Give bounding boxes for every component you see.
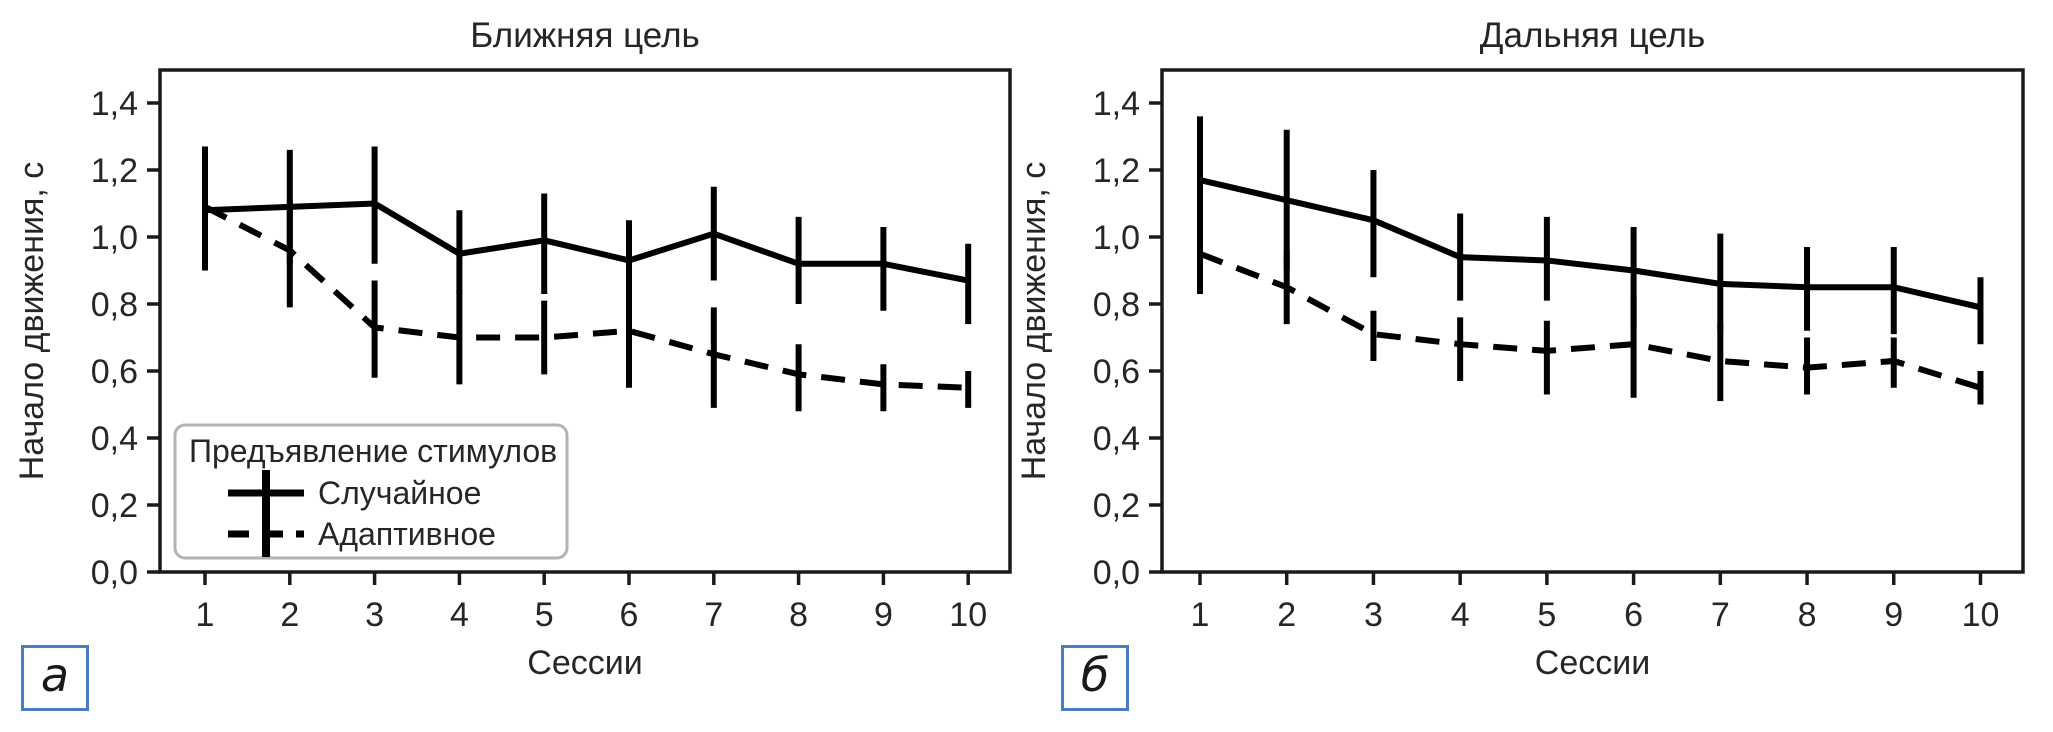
x-tick-label: 5	[535, 596, 554, 634]
series-line-solid	[204, 200, 969, 284]
y-axis-label: Начало движения, с	[13, 162, 51, 481]
x-tick-label: 1	[1191, 596, 1210, 634]
y-tick-label: 0,0	[1093, 554, 1140, 592]
y-tick-label: 1,4	[1093, 85, 1140, 123]
x-tick-label: 2	[1277, 596, 1296, 634]
x-tick-label: 3	[1364, 596, 1383, 634]
y-tick-label: 0,6	[1093, 353, 1140, 391]
x-tick-label: 1	[196, 596, 215, 634]
x-tick-label: 4	[1451, 596, 1470, 634]
x-tick-label: 4	[450, 596, 469, 634]
y-tick-label: 1,0	[91, 219, 138, 257]
legend: Предъявление стимулов Случайное Адаптивное	[173, 423, 569, 560]
x-axis-label: Сессии	[527, 644, 642, 682]
x-tick-label: 5	[1537, 596, 1556, 634]
x-tick-label: 6	[620, 596, 639, 634]
x-axis-label: Сессии	[1535, 644, 1650, 682]
legend-box	[173, 423, 569, 560]
legend-title: Предъявление стимулов	[189, 433, 557, 469]
x-tick-label: 10	[949, 596, 987, 634]
panel-0: 0,0 0,2 0,4 0,6 0,8 1,0 1,2 1,4 1 2 3 4 5 6 7 8 9 10 Ближн…	[13, 16, 1012, 682]
panel-label-a: а	[40, 648, 70, 702]
y-tick-label: 0,4	[91, 420, 138, 458]
panel-1: 0,0 0,2 0,4 0,6 0,8 1,0 1,2 1,4 1 2 3 4 5 6 7 8 9 10 Дальн…	[1015, 16, 2025, 682]
x-tick-label: 3	[365, 596, 384, 634]
series-line-solid	[1199, 177, 1982, 311]
legend-entry-label: Адаптивное	[318, 516, 496, 552]
plot-border	[1160, 68, 2025, 574]
x-tick-label: 9	[874, 596, 893, 634]
x-tick-label: 2	[280, 596, 299, 634]
panel-label-b: б	[1080, 648, 1110, 702]
y-tick-label: 0,0	[91, 554, 138, 592]
x-tick-label: 7	[1711, 596, 1730, 634]
x-tick-label: 10	[1962, 596, 2000, 634]
x-tick-label: 9	[1884, 596, 1903, 634]
series-line-dashed	[1198, 250, 1982, 391]
y-tick-label: 0,2	[91, 487, 138, 525]
y-tick-label: 0,6	[91, 353, 138, 391]
y-axis-label: Начало движения, с	[1015, 162, 1053, 481]
x-tick-label: 7	[704, 596, 723, 634]
x-tick-label: 8	[1798, 596, 1817, 634]
panel-label-b-box: б	[1061, 645, 1129, 711]
y-tick-label: 1,0	[1093, 219, 1140, 257]
y-tick-label: 0,8	[1093, 286, 1140, 324]
y-tick-label: 0,2	[1093, 487, 1140, 525]
x-tick-label: 6	[1624, 596, 1643, 634]
chart-title: Ближняя цель	[470, 16, 700, 55]
plot-border	[158, 68, 1012, 574]
series-line-dashed	[203, 204, 969, 391]
y-tick-label: 0,4	[1093, 420, 1140, 458]
x-tick-label: 8	[789, 596, 808, 634]
chart-title: Дальняя цель	[1480, 16, 1705, 55]
y-tick-label: 0,8	[91, 286, 138, 324]
y-tick-label: 1,2	[91, 152, 138, 190]
y-tick-label: 1,4	[91, 85, 138, 123]
y-tick-label: 1,2	[1093, 152, 1140, 190]
panel-label-a-box: а	[21, 645, 89, 711]
legend-entry-label: Случайное	[318, 475, 481, 511]
